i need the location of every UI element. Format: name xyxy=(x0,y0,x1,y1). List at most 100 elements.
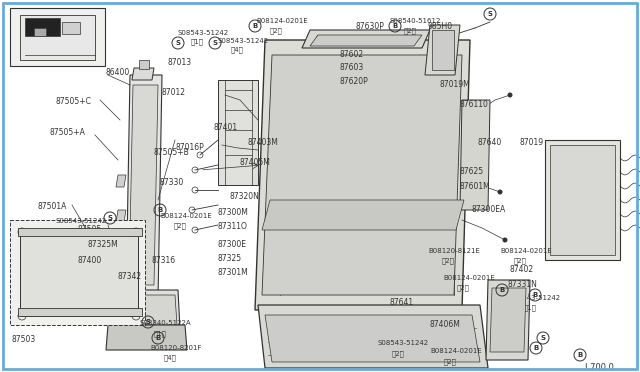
Text: （2）: （2） xyxy=(174,222,187,229)
Polygon shape xyxy=(302,30,430,48)
Text: 87602: 87602 xyxy=(340,50,364,59)
Text: I 700 0: I 700 0 xyxy=(585,363,614,372)
Text: 87012: 87012 xyxy=(162,88,186,97)
Text: S: S xyxy=(488,11,493,17)
Text: （1）: （1） xyxy=(524,304,537,311)
Text: 87603: 87603 xyxy=(340,63,364,72)
Text: 87325: 87325 xyxy=(218,254,242,263)
Text: S08543-51242: S08543-51242 xyxy=(177,30,228,36)
Text: S08543-51242: S08543-51242 xyxy=(510,295,561,301)
Circle shape xyxy=(223,93,227,97)
Text: B08124-0201E: B08124-0201E xyxy=(160,213,212,219)
Text: B08124-0201E: B08124-0201E xyxy=(430,348,482,354)
Text: B: B xyxy=(577,352,582,358)
Text: S08543-51242: S08543-51242 xyxy=(55,218,106,224)
Polygon shape xyxy=(116,210,126,222)
Text: （4）: （4） xyxy=(164,354,177,360)
Text: 87505+A: 87505+A xyxy=(50,128,86,137)
Text: S: S xyxy=(212,40,218,46)
Text: 87311O: 87311O xyxy=(218,222,248,231)
Text: B: B xyxy=(156,335,161,341)
Polygon shape xyxy=(106,325,187,350)
Text: B: B xyxy=(157,207,163,213)
Bar xyxy=(34,28,46,36)
Text: 87019M: 87019M xyxy=(440,80,471,89)
Text: （2）: （2） xyxy=(270,27,283,33)
Text: B: B xyxy=(252,23,258,29)
Text: 87019: 87019 xyxy=(520,138,544,147)
Text: 87620P: 87620P xyxy=(340,77,369,86)
Text: 87300EA: 87300EA xyxy=(472,205,506,214)
Text: 87641: 87641 xyxy=(390,298,414,307)
Bar xyxy=(18,228,142,236)
Polygon shape xyxy=(460,100,490,210)
Bar xyxy=(432,30,454,70)
Text: 87640: 87640 xyxy=(478,138,502,147)
Polygon shape xyxy=(218,80,258,185)
Text: 87016P: 87016P xyxy=(176,143,205,152)
Text: B: B xyxy=(533,345,539,351)
Bar xyxy=(545,140,620,260)
Text: （1）: （1） xyxy=(154,330,167,337)
Text: 87405M: 87405M xyxy=(240,158,271,167)
Polygon shape xyxy=(126,75,162,300)
Bar xyxy=(550,145,615,255)
Text: 876110: 876110 xyxy=(460,100,489,109)
Bar xyxy=(25,18,60,36)
Text: （2）: （2） xyxy=(457,284,470,291)
Text: S: S xyxy=(108,215,113,221)
Text: 87505+C: 87505+C xyxy=(55,97,91,106)
Text: 86400: 86400 xyxy=(105,68,129,77)
Polygon shape xyxy=(20,232,138,316)
Text: S08543-51242: S08543-51242 xyxy=(217,38,268,44)
Text: 87501A: 87501A xyxy=(38,202,67,211)
Polygon shape xyxy=(262,200,464,230)
Text: B08120-8121E: B08120-8121E xyxy=(428,248,480,254)
Text: 985H0: 985H0 xyxy=(427,22,452,31)
Circle shape xyxy=(497,189,502,195)
Polygon shape xyxy=(118,290,180,330)
Polygon shape xyxy=(425,25,460,75)
Text: 87601M: 87601M xyxy=(460,182,491,191)
Polygon shape xyxy=(265,315,480,362)
Bar xyxy=(10,220,145,325)
Text: （2）: （2） xyxy=(68,227,81,234)
Polygon shape xyxy=(116,250,126,262)
Polygon shape xyxy=(20,15,95,60)
Text: （2）: （2） xyxy=(444,358,457,365)
Text: B: B xyxy=(499,287,504,293)
Text: 87505+B: 87505+B xyxy=(153,148,189,157)
Text: 87625: 87625 xyxy=(460,167,484,176)
Text: 87013: 87013 xyxy=(168,58,192,67)
Text: 87406M: 87406M xyxy=(430,320,461,329)
Polygon shape xyxy=(116,175,126,187)
Text: 87503: 87503 xyxy=(12,335,36,344)
Text: B: B xyxy=(532,292,538,298)
Text: B08120-8201F: B08120-8201F xyxy=(150,345,202,351)
Text: 87316: 87316 xyxy=(152,256,176,265)
Bar xyxy=(139,60,149,69)
Bar xyxy=(10,8,105,66)
Polygon shape xyxy=(129,85,158,285)
Polygon shape xyxy=(262,55,462,295)
Circle shape xyxy=(508,93,513,97)
Text: B08124-0201E: B08124-0201E xyxy=(443,275,495,281)
Text: 87322N: 87322N xyxy=(276,202,306,211)
Text: S08340-5122A: S08340-5122A xyxy=(140,320,191,326)
Text: 87320N: 87320N xyxy=(230,192,260,201)
Bar xyxy=(62,22,80,34)
Text: S: S xyxy=(541,335,545,341)
Polygon shape xyxy=(255,40,470,310)
Text: B08124-0201E: B08124-0201E xyxy=(500,248,552,254)
Text: 87300M: 87300M xyxy=(218,208,249,217)
Text: S08540-51612: S08540-51612 xyxy=(390,18,442,24)
Polygon shape xyxy=(132,68,154,80)
Text: 87401: 87401 xyxy=(213,123,237,132)
Text: 87506B: 87506B xyxy=(340,36,369,45)
Text: （4）: （4） xyxy=(231,46,244,52)
Polygon shape xyxy=(490,288,526,352)
Text: 87300E: 87300E xyxy=(218,240,247,249)
Text: 87403M: 87403M xyxy=(248,138,279,147)
Text: 87400: 87400 xyxy=(78,256,102,265)
Polygon shape xyxy=(310,35,422,46)
